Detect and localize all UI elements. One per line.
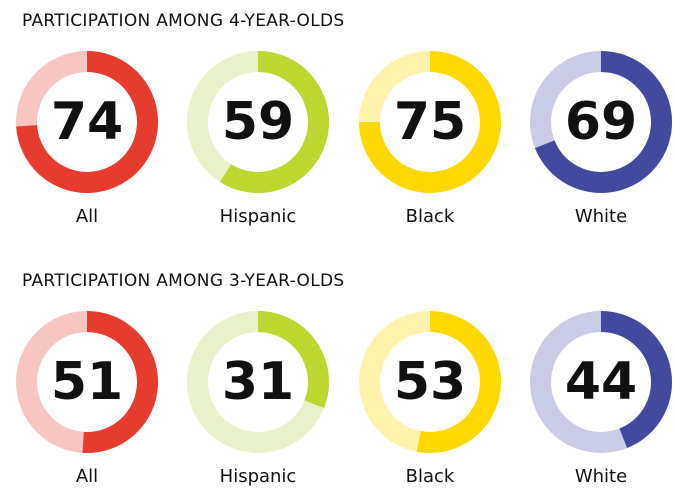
donut-arc: [16, 51, 158, 193]
donut-arc: [416, 311, 501, 453]
donut-arc: [600, 311, 672, 449]
value-label: 31: [222, 352, 294, 412]
donut-arc: [82, 311, 158, 453]
value-label: 53: [394, 352, 466, 412]
category-label: All: [76, 466, 98, 486]
category-label: All: [76, 206, 98, 227]
donut-arc: [359, 51, 501, 193]
donut-arc: [257, 311, 329, 409]
value-label: 69: [565, 92, 637, 152]
value-label: 74: [51, 92, 123, 152]
value-label: 51: [51, 352, 123, 412]
chart-title: PARTICIPATION AMONG 3-YEAR-OLDS: [22, 271, 344, 291]
donut-arc: [534, 51, 672, 193]
value-label: 59: [222, 92, 294, 152]
category-label: Hispanic: [220, 206, 297, 227]
value-label: 75: [394, 92, 466, 152]
category-label: White: [575, 206, 627, 227]
category-label: Black: [406, 206, 455, 227]
category-label: Hispanic: [220, 466, 297, 486]
donut-arc: [219, 51, 329, 193]
value-label: 44: [565, 352, 637, 412]
category-label: White: [575, 466, 627, 486]
chart-title: PARTICIPATION AMONG 4-YEAR-OLDS: [22, 11, 344, 31]
category-label: Black: [406, 466, 455, 486]
